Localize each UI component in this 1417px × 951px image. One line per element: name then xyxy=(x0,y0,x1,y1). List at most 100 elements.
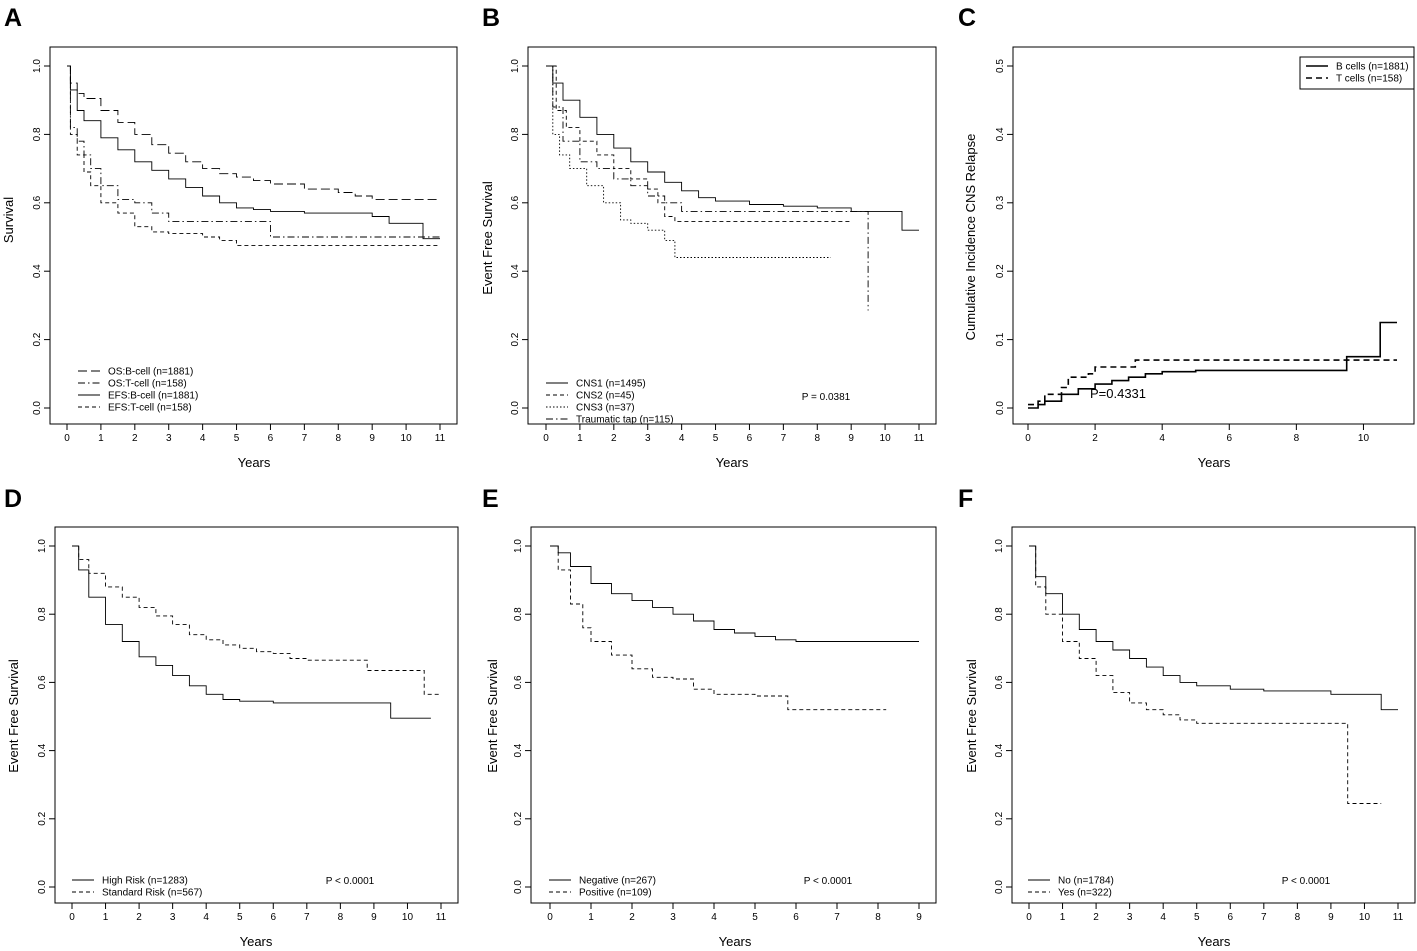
x-tick-label: 2 xyxy=(629,912,635,923)
x-tick-label: 8 xyxy=(875,912,881,923)
x-tick-label: 9 xyxy=(369,433,375,444)
y-tick-label: 0.8 xyxy=(513,607,524,621)
p-value: P = 0.0381 xyxy=(802,392,851,403)
panel-f: F 0 1 2 3 4 5 6 7 8 9 10 11 0.0 0.2 0.4 0.6 0.8 1.0 Years Ev… xyxy=(958,485,1416,949)
x-tick-label: 5 xyxy=(237,912,243,923)
y-tick-label: 0.8 xyxy=(32,127,43,141)
panel-b: B 0 1 2 3 4 5 6 7 8 9 10 11 0.0 0.2 0.4 0.6 0.8 1.0 Years Ev… xyxy=(480,4,937,470)
plot-frame xyxy=(49,46,458,425)
x-tick-label: 6 xyxy=(1227,912,1233,923)
legend-label: Yes (n=322) xyxy=(1058,888,1112,899)
y-tick-label: 0.2 xyxy=(510,332,521,346)
legend: Negative (n=267)Positive (n=109) xyxy=(549,876,656,899)
panel-d: D 0 1 2 3 4 5 6 7 8 9 10 11 0.0 0.2 0.4 0.6 0.8 1.0 Years Ev… xyxy=(4,485,459,949)
y-tick-label: 0.4 xyxy=(994,743,1005,757)
y-tick-label: 0.0 xyxy=(510,401,521,415)
x-tick-label: 10 xyxy=(402,912,414,923)
x-tick-label: 0 xyxy=(69,912,75,923)
x-tick-label: 1 xyxy=(588,912,594,923)
x-tick-label: 3 xyxy=(645,433,651,444)
x-tick-label: 3 xyxy=(670,912,676,923)
x-tick-label: 6 xyxy=(268,433,274,444)
series-line-1 xyxy=(67,65,440,200)
x-tick-label: 9 xyxy=(1328,912,1334,923)
series-line-1 xyxy=(72,545,431,719)
y-axis-title: Event Free Survival xyxy=(485,659,500,773)
y-tick-label: 0.0 xyxy=(32,401,43,415)
plot-frame xyxy=(54,526,459,904)
panel-label: D xyxy=(4,485,22,513)
y-tick-label: 0.2 xyxy=(994,811,1005,825)
x-tick-label: 10 xyxy=(1359,912,1371,923)
x-tick-label: 1 xyxy=(103,912,109,923)
series-line-2 xyxy=(72,545,441,695)
x-tick-label: 4 xyxy=(679,433,685,444)
x-tick-label: 2 xyxy=(1092,433,1098,444)
x-tick-label: 7 xyxy=(834,912,840,923)
x-tick-label: 1 xyxy=(577,433,583,444)
p-value: P < 0.0001 xyxy=(326,876,375,887)
x-tick-label: 6 xyxy=(793,912,799,923)
y-tick-label: 1.0 xyxy=(510,59,521,73)
x-tick-label: 10 xyxy=(880,433,892,444)
y-tick-label: 0.2 xyxy=(995,264,1006,278)
x-axis-title: Years xyxy=(240,934,273,949)
y-tick-label: 0.2 xyxy=(513,811,524,825)
y-tick-label: 0.8 xyxy=(994,607,1005,621)
y-axis-title: Event Free Survival xyxy=(480,181,495,295)
x-axis-title: Years xyxy=(716,455,749,470)
x-tick-label: 3 xyxy=(1127,912,1133,923)
x-tick-label: 0 xyxy=(64,433,70,444)
series-line-3 xyxy=(67,65,440,240)
x-tick-label: 10 xyxy=(401,433,413,444)
series-line-2 xyxy=(1029,545,1382,804)
series-line-1 xyxy=(1029,545,1398,711)
x-tick-label: 0 xyxy=(1025,433,1031,444)
series-line-4 xyxy=(67,65,440,247)
x-tick-label: 6 xyxy=(270,912,276,923)
y-tick-label: 0.4 xyxy=(37,743,48,757)
y-tick-label: 0.5 xyxy=(995,59,1006,73)
legend-label: Standard Risk (n=567) xyxy=(102,888,202,899)
x-tick-label: 2 xyxy=(611,433,617,444)
y-tick-label: 0.6 xyxy=(37,675,48,689)
x-axis-title: Years xyxy=(719,934,752,949)
series-line-1 xyxy=(546,65,919,231)
panel-c: C 0 2 4 6 8 10 0.0 0.1 0.2 0.3 0.4 0.5 Years Cumulativ… xyxy=(958,4,1415,470)
x-tick-label: 0 xyxy=(543,433,549,444)
x-tick-label: 0 xyxy=(547,912,553,923)
y-tick-label: 0.6 xyxy=(510,195,521,209)
legend: OS:B-cell (n=1881)OS:T-cell (n=158)EFS:B… xyxy=(78,367,198,414)
x-tick-label: 11 xyxy=(914,433,925,444)
panel-a: A 0 1 2 3 4 5 6 7 8 9 10 11 0.0 0.2 0.4 0.6 0.8 1.0 Years Su… xyxy=(1,4,458,470)
y-axis-title: Event Free Survival xyxy=(6,659,21,773)
x-tick-label: 2 xyxy=(136,912,142,923)
panel-label: B xyxy=(482,4,500,32)
legend-label: OS:B-cell (n=1881) xyxy=(108,367,193,378)
x-tick-label: 8 xyxy=(814,433,820,444)
x-tick-label: 9 xyxy=(371,912,377,923)
series-line-1 xyxy=(550,545,919,642)
legend: No (n=1784)Yes (n=322) xyxy=(1028,876,1114,899)
y-tick-label: 0.8 xyxy=(37,607,48,621)
x-tick-label: 6 xyxy=(747,433,753,444)
legend-label: High Risk (n=1283) xyxy=(102,876,188,887)
legend-label: EFS:T-cell (n=158) xyxy=(108,403,192,414)
x-tick-label: 4 xyxy=(711,912,717,923)
y-tick-label: 0.0 xyxy=(994,880,1005,894)
y-tick-label: 1.0 xyxy=(32,59,43,73)
y-tick-label: 0.8 xyxy=(510,127,521,141)
panel-label: F xyxy=(958,485,973,513)
y-tick-label: 1.0 xyxy=(513,539,524,553)
series-line-4 xyxy=(546,65,869,311)
x-tick-label: 5 xyxy=(1194,912,1200,923)
y-tick-label: 1.0 xyxy=(994,539,1005,553)
y-tick-label: 0.6 xyxy=(32,195,43,209)
x-tick-label: 4 xyxy=(1159,433,1165,444)
y-tick-label: 0.0 xyxy=(995,401,1006,415)
x-tick-label: 8 xyxy=(1295,912,1301,923)
plot-frame xyxy=(527,46,937,425)
x-tick-label: 7 xyxy=(304,912,310,923)
y-tick-label: 0.1 xyxy=(995,332,1006,346)
